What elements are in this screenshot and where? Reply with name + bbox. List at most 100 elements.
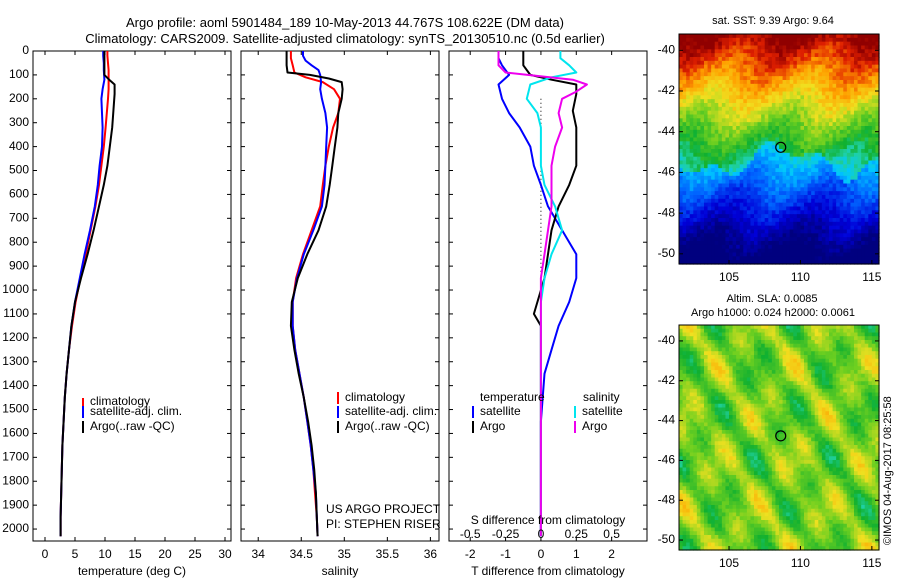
map-cell bbox=[800, 248, 805, 254]
map-cell bbox=[729, 99, 734, 104]
map-cell bbox=[843, 126, 848, 131]
map-cell bbox=[693, 347, 698, 352]
map-cell bbox=[818, 229, 823, 234]
map-cell bbox=[850, 122, 855, 127]
map-cell bbox=[711, 366, 716, 371]
map-cell bbox=[864, 403, 869, 409]
map-cell bbox=[711, 328, 716, 334]
map-cell bbox=[839, 191, 844, 196]
map-cell bbox=[818, 191, 823, 196]
map-cell bbox=[779, 206, 784, 211]
map-cell bbox=[779, 191, 784, 196]
map-cell bbox=[736, 198, 741, 204]
map-cell bbox=[821, 214, 827, 219]
map-cell bbox=[861, 328, 866, 334]
map-cell bbox=[754, 195, 759, 200]
map-cell bbox=[875, 325, 880, 330]
map-cell bbox=[779, 114, 784, 119]
map-cell bbox=[739, 392, 744, 397]
map-cell bbox=[761, 83, 766, 89]
map-cell bbox=[764, 99, 769, 104]
map-cell bbox=[693, 229, 698, 234]
map-cell bbox=[711, 252, 716, 257]
map-cell bbox=[814, 256, 819, 261]
map-cell bbox=[679, 392, 684, 397]
map-cell bbox=[761, 411, 766, 416]
map-cell bbox=[850, 60, 855, 66]
map-cell bbox=[746, 160, 752, 165]
map-cell bbox=[779, 95, 784, 100]
map-cell bbox=[821, 83, 827, 89]
map-cell bbox=[829, 362, 834, 367]
map-cell bbox=[743, 141, 748, 146]
map-cell bbox=[793, 229, 798, 234]
map-cell bbox=[868, 229, 873, 234]
map-cell bbox=[814, 45, 819, 50]
map-cell bbox=[764, 103, 769, 108]
map-cell bbox=[768, 110, 773, 116]
map-cell bbox=[718, 411, 723, 416]
map-cell bbox=[721, 233, 727, 238]
map-cell bbox=[761, 221, 766, 227]
map-cell bbox=[864, 377, 869, 382]
map-cell bbox=[771, 141, 777, 146]
map-cell bbox=[714, 237, 719, 242]
map-cell bbox=[700, 172, 705, 177]
map-cell bbox=[686, 411, 691, 416]
map-cell bbox=[714, 187, 719, 192]
map-cell bbox=[714, 37, 719, 43]
map-cell bbox=[829, 137, 834, 142]
map-cell bbox=[868, 210, 873, 215]
map-cell bbox=[721, 385, 727, 390]
map-cell bbox=[739, 91, 744, 96]
map-cell bbox=[686, 362, 691, 367]
map-cell bbox=[689, 191, 694, 196]
map-cell bbox=[796, 358, 802, 364]
map-cell bbox=[739, 210, 744, 215]
map-cell bbox=[729, 221, 734, 227]
map-cell bbox=[789, 145, 794, 150]
map-cell bbox=[700, 179, 705, 185]
map-cell bbox=[811, 114, 816, 119]
map-cell bbox=[843, 168, 848, 173]
map-cell bbox=[804, 91, 809, 96]
map-cell bbox=[796, 355, 802, 360]
map-cell bbox=[743, 172, 748, 177]
map-cell bbox=[793, 214, 798, 219]
x-tick-label: 15 bbox=[128, 547, 142, 561]
map-cell bbox=[764, 256, 769, 261]
map-cell bbox=[861, 377, 866, 382]
map-cell bbox=[732, 175, 737, 181]
map-cell bbox=[839, 241, 844, 246]
map-cell bbox=[771, 373, 777, 379]
map-cell bbox=[821, 370, 827, 375]
map-cell bbox=[764, 392, 769, 397]
map-cell bbox=[836, 95, 841, 100]
map-cell bbox=[764, 95, 769, 100]
map-cell bbox=[850, 168, 855, 173]
map-cell bbox=[714, 129, 719, 135]
map-cell bbox=[682, 99, 687, 104]
map-cell bbox=[843, 175, 848, 181]
map-cell bbox=[721, 45, 727, 50]
map-cell bbox=[729, 392, 734, 397]
map-cell bbox=[796, 252, 802, 257]
map-cell bbox=[871, 118, 877, 123]
map-cell bbox=[761, 133, 766, 139]
map-cell bbox=[839, 244, 844, 250]
map-cell bbox=[825, 358, 830, 364]
map-cell bbox=[725, 351, 730, 356]
map-cell bbox=[754, 381, 759, 386]
map-cell bbox=[700, 403, 705, 409]
map-cell bbox=[718, 149, 723, 154]
map-cell bbox=[861, 183, 866, 188]
map-cell bbox=[843, 403, 848, 409]
map-cell bbox=[679, 351, 684, 356]
map-cell bbox=[743, 187, 748, 192]
map-cell bbox=[811, 183, 816, 188]
map-cell bbox=[779, 336, 784, 341]
map-cell bbox=[789, 110, 794, 116]
map-cell bbox=[875, 145, 880, 150]
map-cell bbox=[864, 214, 869, 219]
map-cell bbox=[850, 229, 855, 234]
